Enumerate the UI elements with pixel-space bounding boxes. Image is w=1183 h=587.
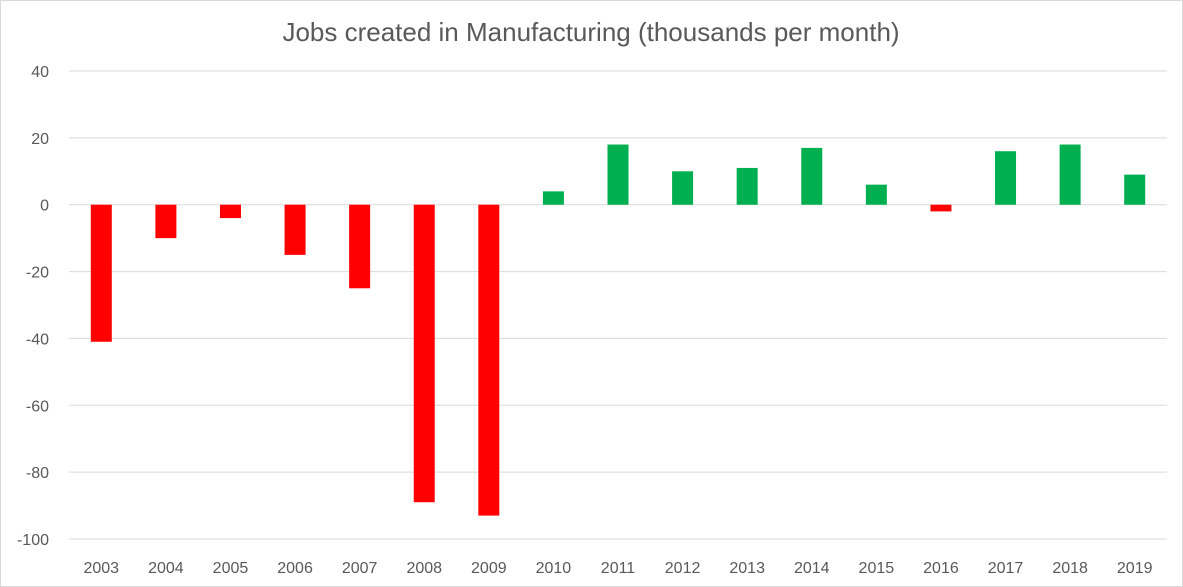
bar-2017: [995, 151, 1017, 205]
y-tick-label: -20: [26, 265, 49, 282]
bar-2011: [607, 144, 629, 205]
bar-2008: [413, 204, 435, 503]
x-tick-label: 2007: [342, 560, 378, 577]
x-tick-label: 2009: [471, 560, 507, 577]
bar-2007: [349, 204, 371, 289]
x-tick-label: 2017: [988, 560, 1024, 577]
bar-2010: [542, 191, 564, 205]
x-tick-label: 2016: [923, 560, 959, 577]
x-axis-ticks: 2003 2004 2005 2006 2007 2008 2009 2010 2011 2012…: [83, 560, 1152, 577]
bar-2006: [284, 204, 306, 255]
y-tick-label: 0: [40, 198, 49, 215]
y-axis-ticks: 40 20 0 -20 -40 -60 -80 -100: [17, 64, 49, 549]
x-tick-label: 2004: [148, 560, 184, 577]
bar-2013: [736, 167, 758, 205]
chart-title: Jobs created in Manufacturing (thousands…: [282, 17, 899, 47]
bars: [90, 144, 1146, 516]
y-tick-label: 20: [31, 131, 49, 148]
x-tick-label: 2011: [601, 560, 636, 577]
y-tick-label: -80: [26, 465, 49, 482]
x-tick-label: 2012: [665, 560, 701, 577]
x-tick-label: 2019: [1117, 560, 1153, 577]
x-tick-label: 2015: [859, 560, 895, 577]
x-tick-label: 2010: [536, 560, 572, 577]
bar-2003: [90, 204, 112, 342]
bar-2015: [865, 184, 887, 205]
bar-2014: [801, 147, 823, 205]
y-tick-label: 40: [31, 64, 49, 81]
y-tick-label: -60: [26, 398, 49, 415]
x-tick-label: 2014: [794, 560, 830, 577]
x-tick-label: 2013: [729, 560, 765, 577]
bar-2012: [672, 171, 694, 205]
x-tick-label: 2018: [1052, 560, 1088, 577]
bar-2009: [478, 204, 500, 516]
bar-2005: [219, 204, 241, 219]
gridlines: [69, 70, 1167, 540]
x-tick-label: 2005: [213, 560, 249, 577]
bar-2016: [930, 204, 952, 212]
bar-2004: [155, 204, 177, 239]
bar-2018: [1059, 144, 1081, 205]
x-tick-label: 2008: [406, 560, 442, 577]
x-tick-label: 2006: [277, 560, 313, 577]
y-tick-label: -40: [26, 331, 49, 348]
y-tick-label: -100: [17, 532, 49, 549]
x-tick-label: 2003: [83, 560, 119, 577]
bar-2019: [1124, 174, 1146, 205]
